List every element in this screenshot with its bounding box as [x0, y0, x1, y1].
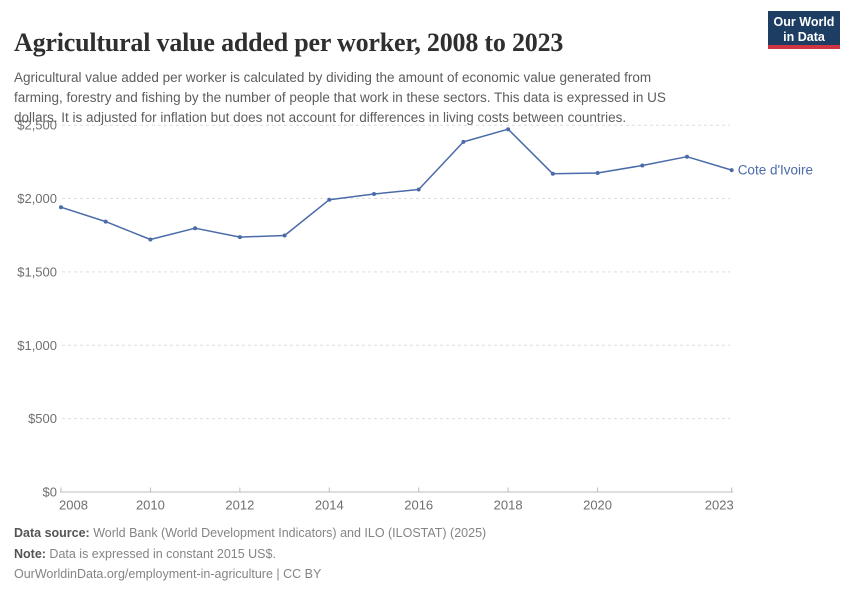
chart-subtitle: Agricultural value added per worker is c… — [14, 68, 666, 128]
data-point[interactable] — [372, 192, 376, 196]
data-point[interactable] — [237, 235, 242, 240]
subtitle-line: farming, forestry and fishing by the num… — [14, 89, 666, 105]
data-point[interactable] — [506, 127, 511, 132]
data-point[interactable] — [103, 219, 108, 224]
data-source-text: World Bank (World Development Indicators… — [89, 526, 487, 540]
x-axis-tick-label: 2014 — [315, 498, 344, 513]
owid-logo[interactable]: Our World in Data — [768, 11, 840, 49]
x-axis-tick-label: 2023 — [705, 498, 734, 513]
chart-title: Agricultural value added per worker, 200… — [14, 28, 564, 58]
data-line-cote-d-ivoire[interactable] — [60, 128, 733, 241]
data-point[interactable] — [685, 154, 689, 159]
series-end-label[interactable]: Cote d'Ivoire — [738, 163, 813, 178]
x-axis-tick-label: 2008 — [59, 498, 88, 513]
data-point[interactable] — [461, 139, 466, 144]
x-axis-tick-label: 2010 — [136, 498, 165, 513]
owid-logo-line1: Our World — [773, 15, 835, 29]
x-axis-tick-label: 2018 — [494, 498, 523, 513]
note-text: Data is expressed in constant 2015 US$. — [45, 546, 276, 561]
data-point[interactable] — [729, 168, 734, 173]
data-point[interactable] — [327, 197, 332, 202]
y-axis-tick-label: $2,500 — [17, 118, 57, 133]
owid-logo-line2: in Data — [783, 30, 825, 44]
data-point[interactable] — [550, 171, 555, 176]
data-point[interactable] — [595, 171, 600, 175]
data-point[interactable] — [640, 163, 645, 168]
y-axis-tick-label: $1,000 — [17, 338, 57, 353]
chart-footer: Data source: World Bank (World Developme… — [14, 523, 486, 585]
y-axis-tick-label: $1,500 — [17, 264, 57, 279]
note-line: Note: Data is expressed in constant 2015… — [14, 544, 486, 565]
y-axis-tick-label: $2,000 — [17, 191, 57, 206]
x-axis-tick-label: 2020 — [583, 498, 612, 513]
y-axis-tick-label: $0 — [43, 485, 57, 500]
data-point[interactable] — [193, 226, 198, 231]
subtitle-line: Agricultural value added per worker is c… — [14, 69, 652, 85]
x-axis-tick-label: 2016 — [404, 498, 433, 513]
citation-link: OurWorldinData.org/employment-in-agricul… — [14, 567, 322, 581]
note-label: Note: — [14, 546, 46, 561]
data-point[interactable] — [59, 205, 63, 210]
y-axis-tick-label: $500 — [28, 411, 57, 426]
data-point[interactable] — [282, 233, 287, 238]
data-point[interactable] — [148, 237, 153, 242]
subtitle-line: dollars. It is adjusted for inflation bu… — [14, 109, 627, 125]
data-source-line: Data source: World Bank (World Developme… — [14, 523, 486, 544]
data-point[interactable] — [416, 187, 421, 192]
x-axis-tick-label: 2012 — [225, 498, 254, 513]
data-source-label: Data source: — [14, 526, 90, 540]
